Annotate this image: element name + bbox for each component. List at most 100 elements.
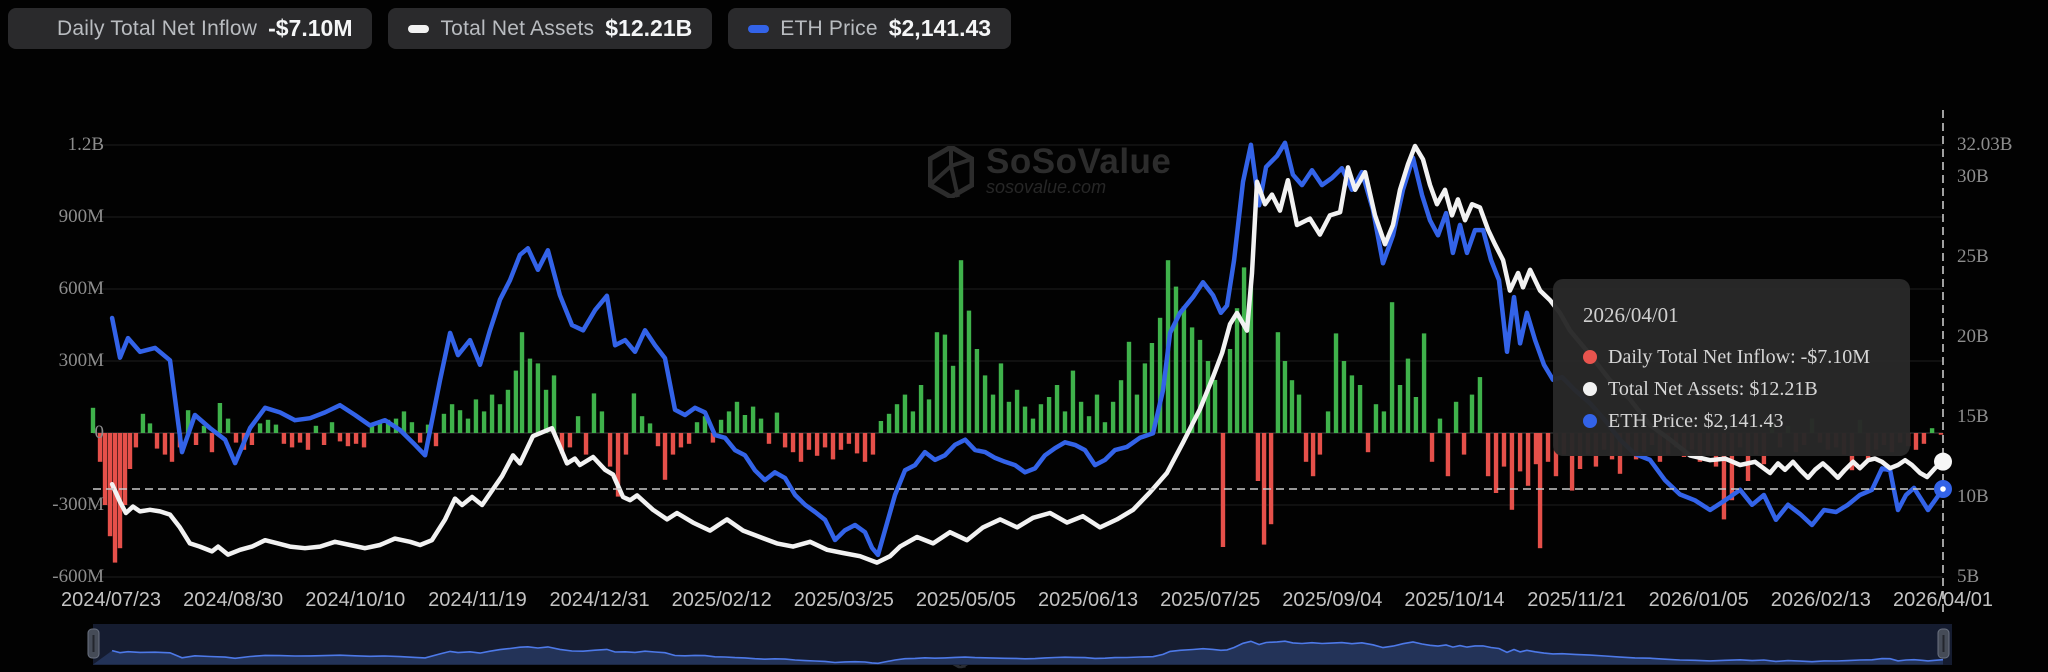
inflow-bar [1038,404,1044,433]
inflow-bar [281,433,287,444]
inflow-bar [1445,433,1451,477]
inflow-bar [1134,394,1140,433]
inflow-bar [1289,380,1295,433]
inflow-bar [990,394,996,433]
inflow-bar [1078,401,1084,433]
inflow-bar [117,433,123,549]
inflow-bar [1553,433,1559,477]
inflow-bar [1275,332,1281,433]
legend-label: Total Net Assets [440,16,595,40]
inflow-bar [147,423,153,433]
inflow-bar [1437,418,1443,433]
inflow-bar [337,433,343,442]
right-axis-tick-label: 10B [1957,486,1989,507]
inflow-bar [1248,286,1254,433]
inflow-bar [734,401,740,433]
inflow-bar [473,399,479,433]
eth-endpoint-dot-center [1940,486,1946,492]
inflow-bar-icon [28,20,46,38]
crosshair-tooltip: 2026/04/01 Daily Total Net Inflow: -$7.1… [1553,279,1910,456]
right-axis-tick-label: 32.03B [1957,133,2013,155]
inflow-bar [1006,401,1012,433]
inflow-bar [1054,385,1060,433]
inflow-bar [718,419,724,433]
legend-value: $12.21B [605,15,693,41]
inflow-bar [233,433,239,443]
inflow-bar [1341,361,1347,433]
legend-chip-eth-price[interactable]: ETH Price $2,141.43 [728,8,1012,49]
inflow-bar [662,433,668,480]
inflow-bar [1533,433,1539,465]
eth-line-icon [748,24,770,33]
inflow-bar [305,433,311,450]
inflow-bar [559,433,565,454]
inflow-bar [686,433,692,444]
tooltip-label: ETH Price: [1608,409,1704,432]
inflow-bar [1469,394,1475,433]
x-axis-date-label: 2024/10/10 [305,589,406,611]
inflow-bar [742,415,748,433]
inflow-bar [1745,433,1751,481]
inflow-bar [154,433,160,449]
inflow-bar [830,433,836,460]
right-axis-tick-label: 5B [1957,566,1980,587]
inflow-bar [1333,333,1339,433]
inflow-bar [289,433,295,448]
tooltip-value: -$7.10M [1800,345,1871,368]
inflow-bar [497,404,503,433]
inflow-bar [870,433,876,455]
inflow-bar [1921,433,1927,444]
inflow-bar [599,411,605,433]
inflow-bar [1913,433,1919,450]
legend-label: Daily Total Net Inflow [57,16,258,40]
inflow-bar [535,363,541,433]
inflow-bar [567,433,573,448]
inflow-bar [631,393,637,433]
legend-value: $2,141.43 [888,15,992,41]
x-axis-date-label: 2025/02/12 [671,589,772,611]
inflow-bar [329,422,335,433]
inflow-bar [726,411,732,433]
tooltip-row-eth-price: ETH Price: $2,141.43 [1583,405,1910,437]
x-axis-date-label: 2026/02/13 [1770,589,1871,611]
inflow-bar [1110,401,1116,433]
inflow-bar [934,332,940,433]
inflow-bar [519,332,525,433]
x-axis-date-label: 2025/05/05 [915,589,1016,611]
inflow-bar [774,412,780,433]
x-axis-date-label: 2025/03/25 [793,589,894,611]
inflow-bar [798,433,804,462]
inflow-bar [1046,397,1052,433]
inflow-bar [133,433,139,448]
legend-chip-daily-net-inflow[interactable]: Daily Total Net Inflow -$7.10M [8,8,373,49]
inflow-bar [297,433,303,443]
left-axis-tick-label: -600M [52,566,104,587]
inflow-bar [750,406,756,433]
inflow-bar [433,433,439,447]
inflow-bar [1381,411,1387,433]
x-axis-date-label: 2024/08/30 [183,589,284,611]
inflow-bar [1429,433,1435,462]
legend-chip-total-net-assets[interactable]: Total Net Assets $12.21B [388,8,713,49]
inflow-bar [950,365,956,433]
inflow-bar [345,433,351,447]
inflow-bar [1296,394,1302,433]
inflow-bar [1149,343,1155,433]
inflow-bar [894,404,900,433]
inflow-bar [90,407,96,433]
inflow-bar [209,433,215,453]
inflow-bar [321,433,327,445]
inflow-bar [1421,333,1427,433]
inflow-bar [814,433,820,456]
left-axis-tick-label: -300M [52,494,104,515]
inflow-bar [862,433,868,462]
inflow-bar [623,433,629,455]
inflow-bar [369,424,375,433]
inflow-bar [1181,306,1187,433]
inflow-bar [822,433,828,448]
right-axis-tick-label: 30B [1957,166,1989,187]
x-axis-date-label: 2026/01/05 [1648,589,1749,611]
left-axis-tick-label: 300M [58,350,104,371]
legend-bar: Daily Total Net Inflow -$7.10M Total Net… [8,8,1012,49]
inflow-bar [958,260,964,433]
